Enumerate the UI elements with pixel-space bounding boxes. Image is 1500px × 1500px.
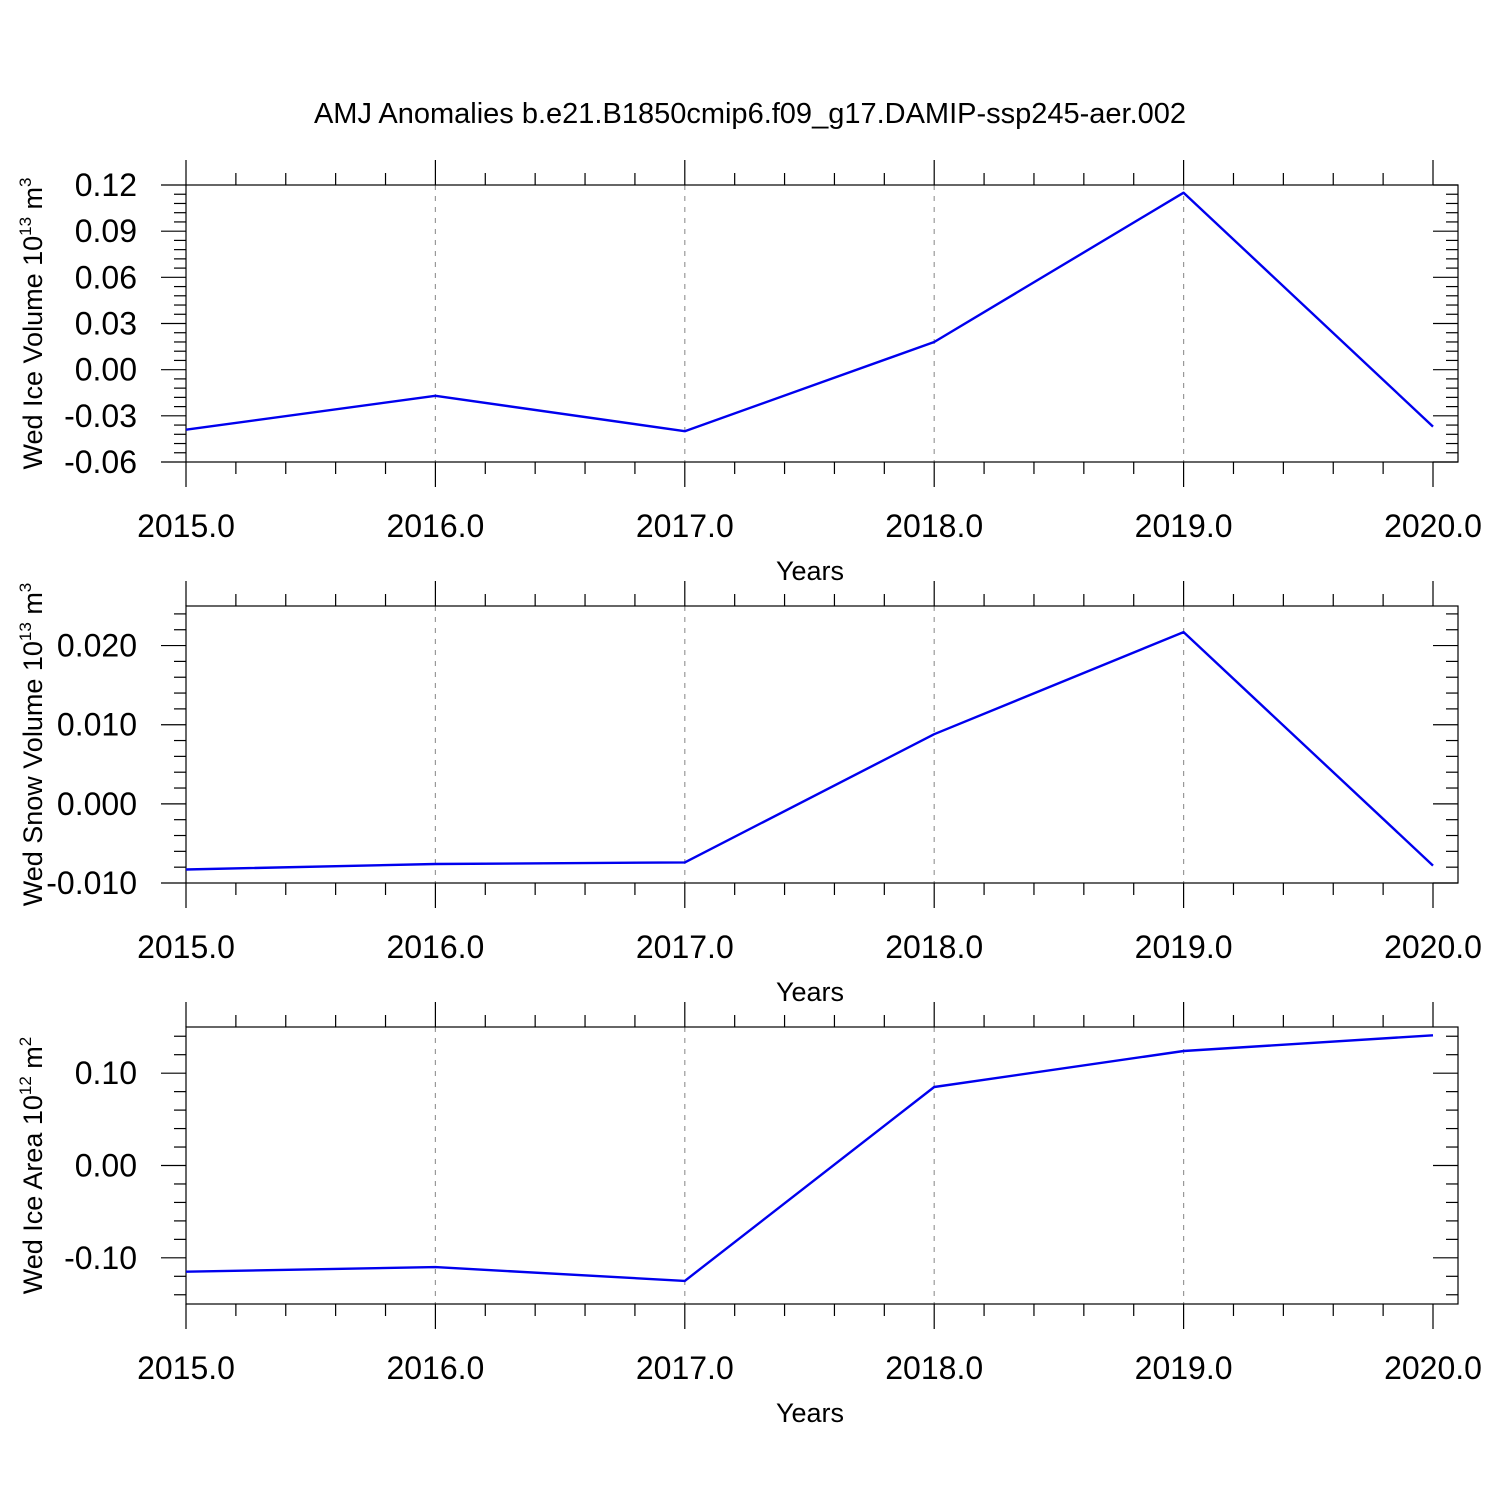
x-tick-label: 2016.0 — [386, 508, 484, 544]
x-tick-label: 2016.0 — [386, 929, 484, 965]
x-tick-label: 2016.0 — [386, 1350, 484, 1386]
x-tick-label: 2017.0 — [636, 1350, 734, 1386]
y-tick-label: -0.03 — [64, 398, 137, 434]
y-tick-label: 0.00 — [75, 352, 137, 388]
series-line — [185, 191, 1434, 433]
x-tick-label: 2020.0 — [1384, 1350, 1482, 1386]
y-tick-label: -0.010 — [46, 865, 137, 901]
x-axis-label: Years — [776, 1398, 844, 1428]
y-tick-label: -0.10 — [64, 1240, 137, 1276]
plot-frame — [185, 1026, 1459, 1305]
series-line — [185, 1034, 1434, 1283]
x-tick-label: 2018.0 — [885, 508, 983, 544]
x-axis-label: Years — [776, 556, 844, 586]
y-tick-label: 0.03 — [75, 306, 137, 342]
x-tick-label: 2017.0 — [636, 929, 734, 965]
x-tick-label: 2018.0 — [885, 1350, 983, 1386]
y-tick-label: 0.06 — [75, 259, 137, 295]
x-tick-label: 2015.0 — [137, 1350, 235, 1386]
y-axis-label: Wed Snow Volume 1013 m3 — [16, 583, 48, 907]
plot-frame — [185, 605, 1459, 884]
x-tick-label: 2015.0 — [137, 508, 235, 544]
y-tick-label: 0.00 — [75, 1148, 137, 1184]
x-tick-label: 2020.0 — [1384, 508, 1482, 544]
y-tick-label: -0.06 — [64, 444, 137, 480]
panels: 2015.0 2016.0 2017.0 2018.0 2019.0 2020.0 -0.0… — [16, 160, 1482, 1428]
y-tick-label: 0.020 — [57, 628, 137, 664]
series-line — [185, 630, 1434, 871]
x-tick-label: 2020.0 — [1384, 929, 1482, 965]
panel-2: 2015.0 2016.0 2017.0 2018.0 2019.0 2020.0 -0.0… — [16, 581, 1482, 1007]
x-tick-label: 2019.0 — [1135, 508, 1233, 544]
y-tick-label: 0.09 — [75, 213, 137, 249]
x-tick-label: 2015.0 — [137, 929, 235, 965]
y-axis-label: Wed Ice Volume 1013 m3 — [16, 177, 48, 469]
x-tick-label: 2019.0 — [1135, 1350, 1233, 1386]
y-axis-label: Wed Ice Area 1012 m2 — [16, 1037, 48, 1295]
y-tick-label: 0.12 — [75, 167, 137, 203]
x-tick-label: 2018.0 — [885, 929, 983, 965]
x-tick-label: 2017.0 — [636, 508, 734, 544]
x-axis-label: Years — [776, 977, 844, 1007]
plot-frame — [185, 184, 1459, 463]
chart-title: AMJ Anomalies b.e21.B1850cmip6.f09_g17.D… — [314, 98, 1186, 130]
panel-3: 2015.0 2016.0 2017.0 2018.0 2019.0 2020.0 -0.1… — [16, 1002, 1482, 1428]
panel-1: 2015.0 2016.0 2017.0 2018.0 2019.0 2020.0 -0.0… — [16, 160, 1482, 586]
x-tick-label: 2019.0 — [1135, 929, 1233, 965]
y-tick-label: 0.10 — [75, 1055, 137, 1091]
y-tick-label: 0.010 — [57, 707, 137, 743]
y-tick-label: 0.000 — [57, 786, 137, 822]
